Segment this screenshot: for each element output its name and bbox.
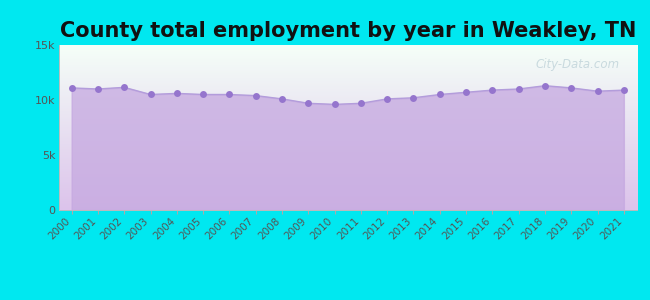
Point [277,97,287,101]
Point [224,92,235,97]
Point [66,85,77,90]
Point [119,85,129,90]
Point [435,92,445,97]
Point [540,83,550,88]
Point [250,93,261,98]
Point [566,85,577,90]
Point [514,87,524,92]
Point [382,97,393,101]
Point [146,92,156,97]
Text: City-Data.com: City-Data.com [536,58,619,71]
Point [461,90,471,95]
Point [172,91,182,96]
Title: County total employment by year in Weakley, TN: County total employment by year in Weakl… [60,21,636,41]
Point [93,87,103,92]
Point [488,88,498,92]
Point [330,102,340,107]
Point [619,88,629,92]
Point [303,101,313,106]
Point [592,89,603,94]
Point [356,101,366,106]
Point [198,92,209,97]
Point [408,95,419,100]
